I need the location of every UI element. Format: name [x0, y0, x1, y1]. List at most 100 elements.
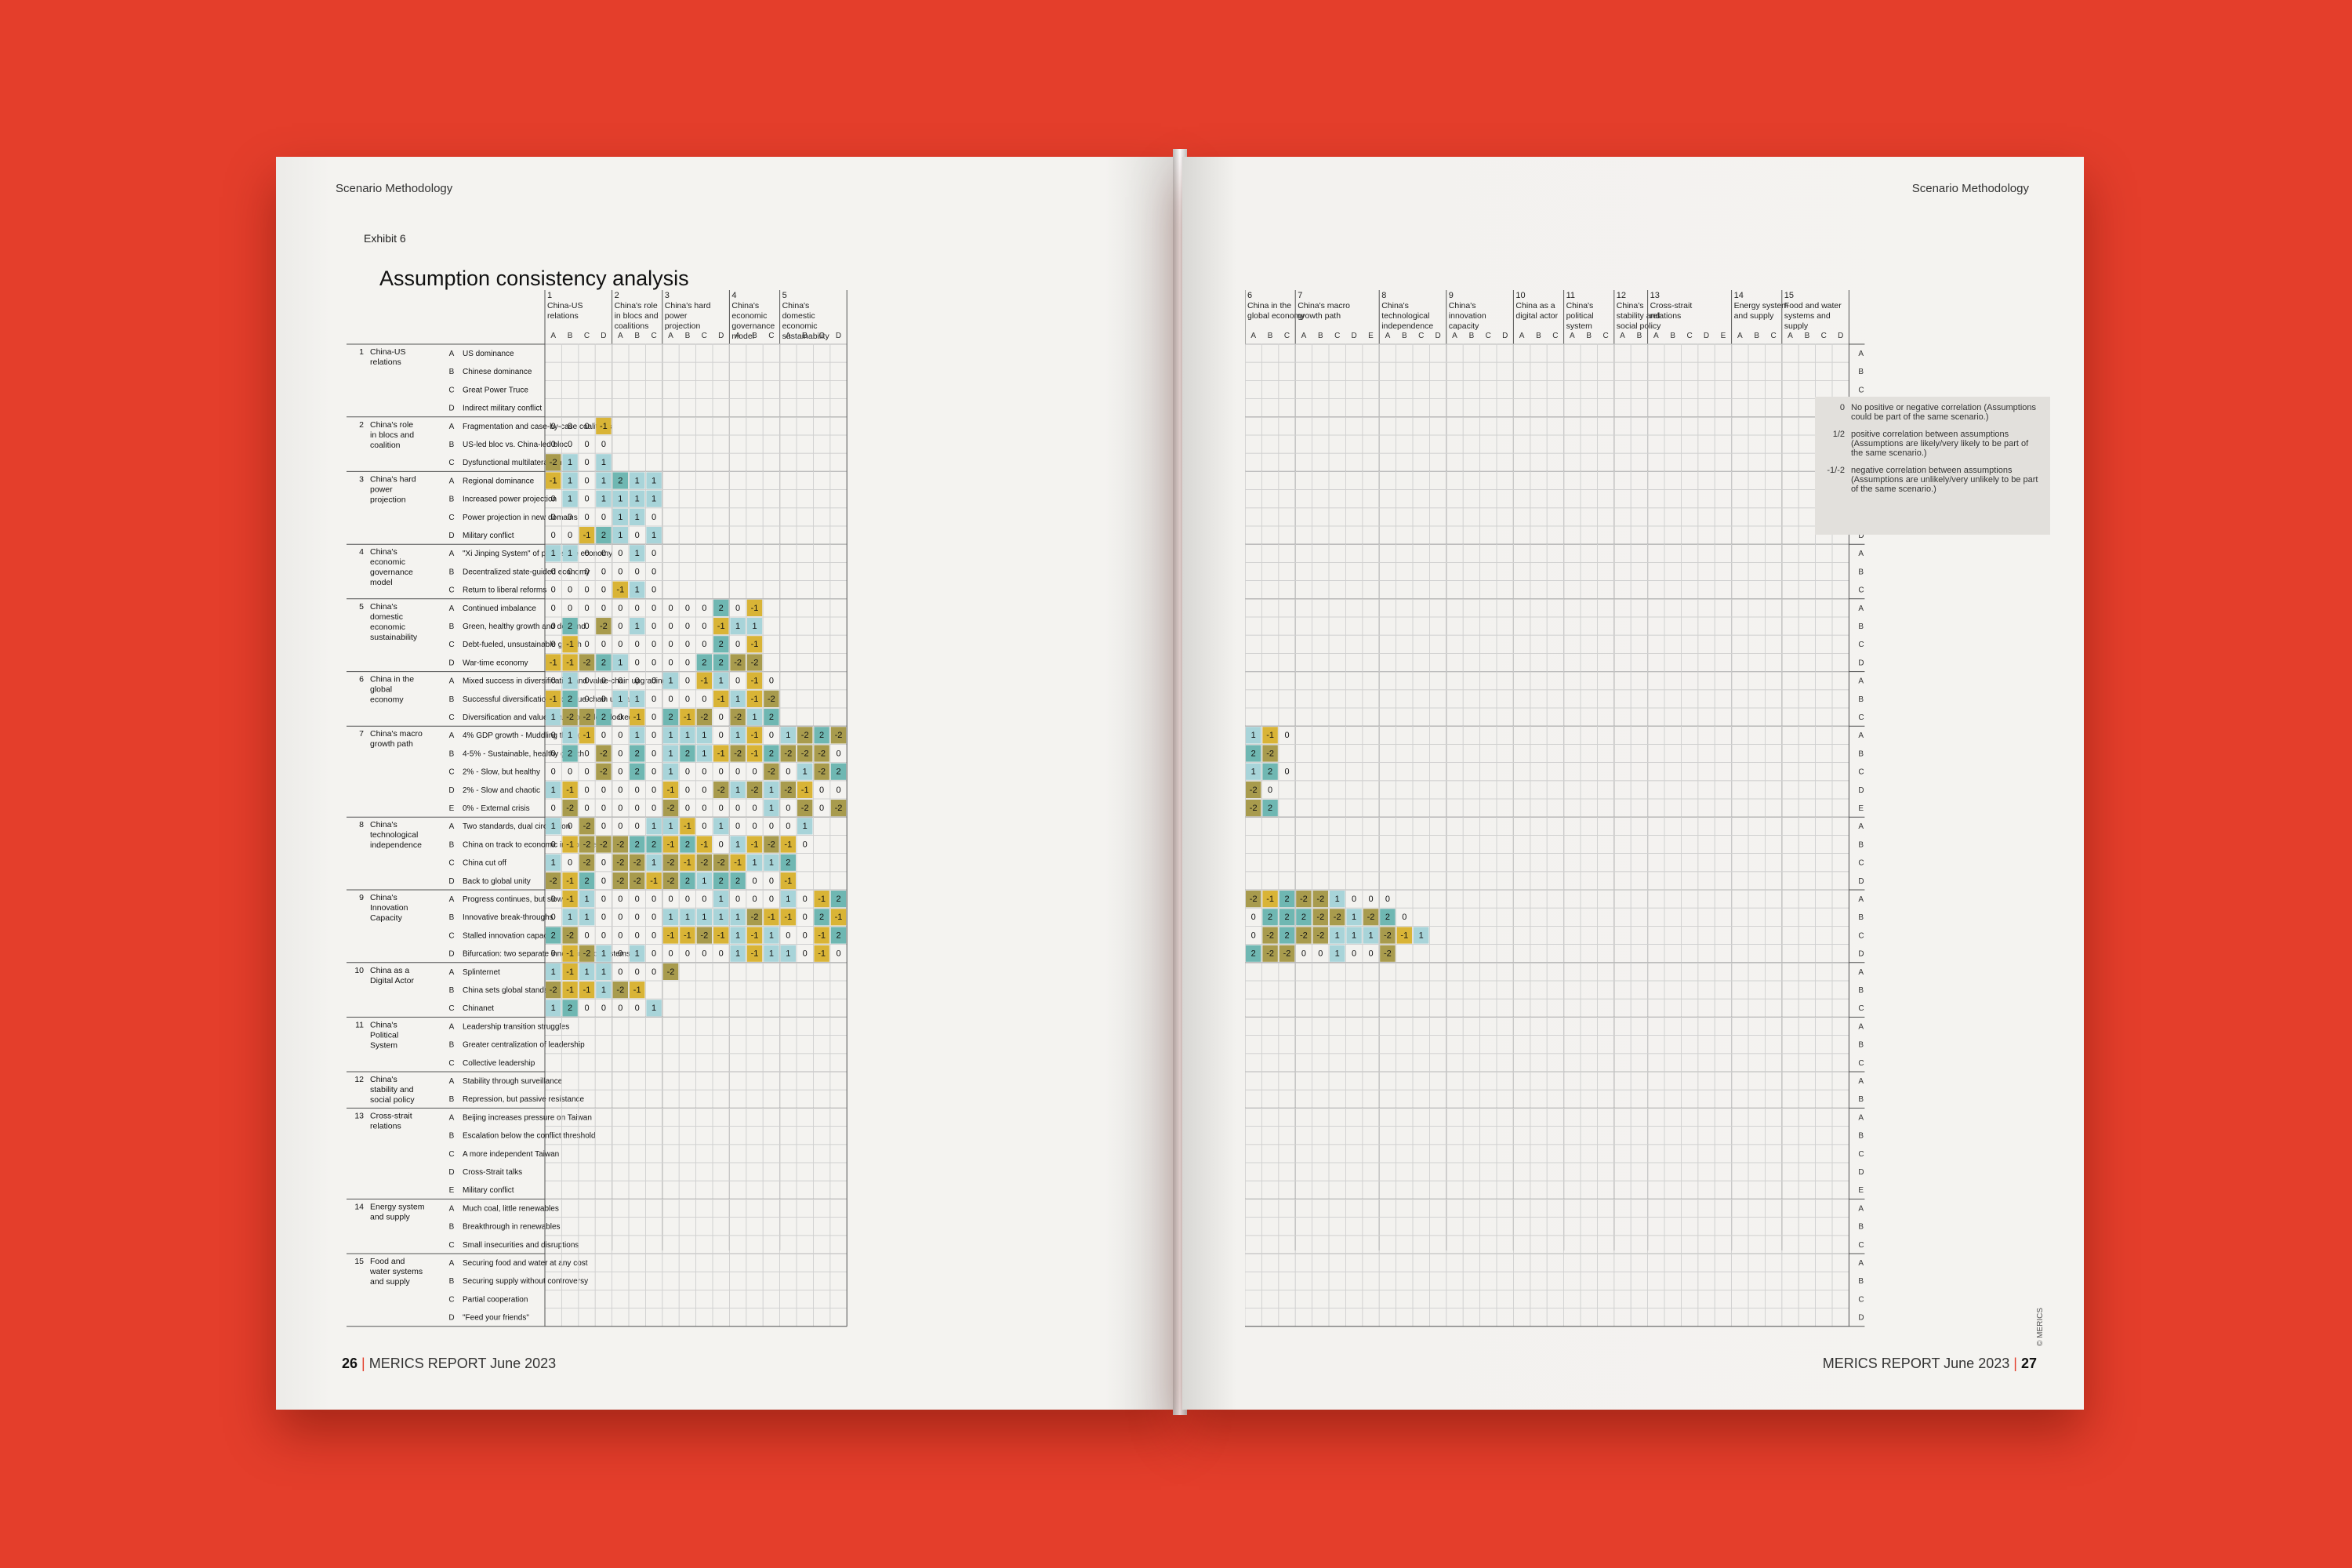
matrix-cell	[1512, 1253, 1531, 1272]
matrix-cell	[1765, 1235, 1783, 1254]
matrix-cell	[1479, 744, 1497, 764]
matrix-cell	[1412, 1217, 1430, 1236]
matrix-cell	[1798, 889, 1817, 909]
matrix-cell	[1412, 1290, 1430, 1309]
matrix-cell	[1647, 653, 1665, 673]
matrix-cell	[1446, 1308, 1464, 1327]
matrix-value: 0	[786, 768, 790, 777]
matrix-cell	[1278, 470, 1296, 490]
matrix-cell	[612, 1126, 630, 1145]
matrix-value: 1	[568, 495, 572, 504]
matrix-cell	[712, 1053, 730, 1073]
matrix-cell	[1345, 598, 1363, 618]
matrix-cell	[1765, 452, 1783, 472]
matrix-cell	[1512, 1217, 1531, 1236]
matrix-cell	[1546, 1053, 1565, 1073]
matrix-cell	[1647, 944, 1665, 964]
svg-text:stability and: stability and	[1617, 311, 1661, 321]
matrix-cell	[762, 1126, 781, 1145]
matrix-value: 1	[551, 822, 556, 831]
matrix-cell	[1396, 798, 1414, 818]
matrix-cell	[762, 525, 781, 545]
matrix-value-fill	[596, 982, 612, 999]
matrix-cell	[1580, 653, 1598, 673]
matrix-value: 2	[1385, 913, 1390, 922]
matrix-cell	[662, 434, 680, 454]
matrix-cell	[829, 1308, 848, 1327]
matrix-cell	[1546, 1162, 1565, 1181]
matrix-cell	[1428, 744, 1447, 764]
matrix-cell	[1496, 853, 1514, 873]
matrix-cell	[1596, 1235, 1615, 1254]
matrix-value: 0	[652, 549, 656, 558]
matrix-cell	[1765, 1144, 1783, 1163]
matrix-cell	[1697, 762, 1715, 782]
matrix-cell	[1765, 762, 1783, 782]
matrix-cell	[813, 398, 831, 418]
matrix-cell	[695, 1053, 713, 1073]
svg-text:7: 7	[1298, 291, 1302, 300]
matrix-cell	[1748, 507, 1766, 527]
matrix-cell	[1546, 561, 1565, 581]
matrix-cell	[1512, 907, 1531, 927]
matrix-cell	[1261, 1290, 1279, 1309]
matrix-cell	[1512, 343, 1531, 363]
matrix-cell	[1378, 634, 1396, 654]
matrix-cell	[1328, 1217, 1346, 1236]
matrix-cell	[1530, 853, 1548, 873]
matrix-cell	[1613, 835, 1632, 855]
matrix-cell	[1462, 780, 1481, 800]
matrix-cell	[1378, 507, 1396, 527]
matrix-cell	[1613, 507, 1632, 527]
matrix-cell	[1496, 889, 1514, 909]
matrix-cell	[813, 1126, 831, 1145]
matrix-cell	[594, 1053, 613, 1073]
matrix-cell	[1798, 780, 1817, 800]
row-option-label: 0% - External crisis	[463, 804, 530, 813]
matrix-cell	[1479, 1199, 1497, 1218]
svg-text:independence: independence	[370, 840, 422, 850]
row-letter: B	[1858, 750, 1864, 758]
matrix-value-fill	[612, 982, 628, 999]
matrix-cell	[1815, 1053, 1833, 1073]
matrix-cell	[1563, 379, 1581, 399]
matrix-value: 0	[1368, 949, 1373, 959]
matrix-cell	[1345, 998, 1363, 1018]
matrix-cell	[1294, 853, 1312, 873]
matrix-cell	[1378, 1035, 1396, 1054]
matrix-cell	[1596, 762, 1615, 782]
row-letter: D	[448, 877, 454, 886]
matrix-cell	[1697, 907, 1715, 927]
matrix-value: -2	[1266, 749, 1274, 758]
matrix-cell	[1328, 689, 1346, 709]
matrix-cell	[1345, 1162, 1363, 1181]
matrix-cell	[1731, 434, 1749, 454]
matrix-cell	[1681, 853, 1699, 873]
svg-text:model: model	[370, 578, 393, 587]
matrix-value: -2	[550, 458, 557, 467]
matrix-value: -2	[1384, 949, 1392, 959]
matrix-cell	[1630, 1217, 1649, 1236]
row-letter: C	[1858, 586, 1864, 595]
matrix-cell	[1681, 525, 1699, 545]
matrix-value-fill	[579, 982, 595, 999]
matrix-cell	[1479, 525, 1497, 545]
matrix-cell	[1479, 561, 1497, 581]
matrix-cell	[1496, 543, 1514, 563]
matrix-cell	[662, 379, 680, 399]
matrix-cell	[813, 379, 831, 399]
matrix-cell	[1630, 798, 1649, 818]
matrix-cell	[1714, 689, 1733, 709]
matrix-cell	[1815, 1144, 1833, 1163]
matrix-cell	[829, 653, 848, 673]
row-option-label: War-time economy	[463, 659, 528, 667]
column-letter: C	[768, 332, 774, 340]
matrix-cell	[1446, 1108, 1464, 1127]
matrix-cell	[1428, 653, 1447, 673]
matrix-cell	[644, 1144, 663, 1163]
matrix-value-fill	[562, 490, 578, 507]
matrix-cell	[796, 998, 814, 1018]
matrix-cell	[762, 379, 781, 399]
row-letter: A	[449, 1022, 455, 1031]
